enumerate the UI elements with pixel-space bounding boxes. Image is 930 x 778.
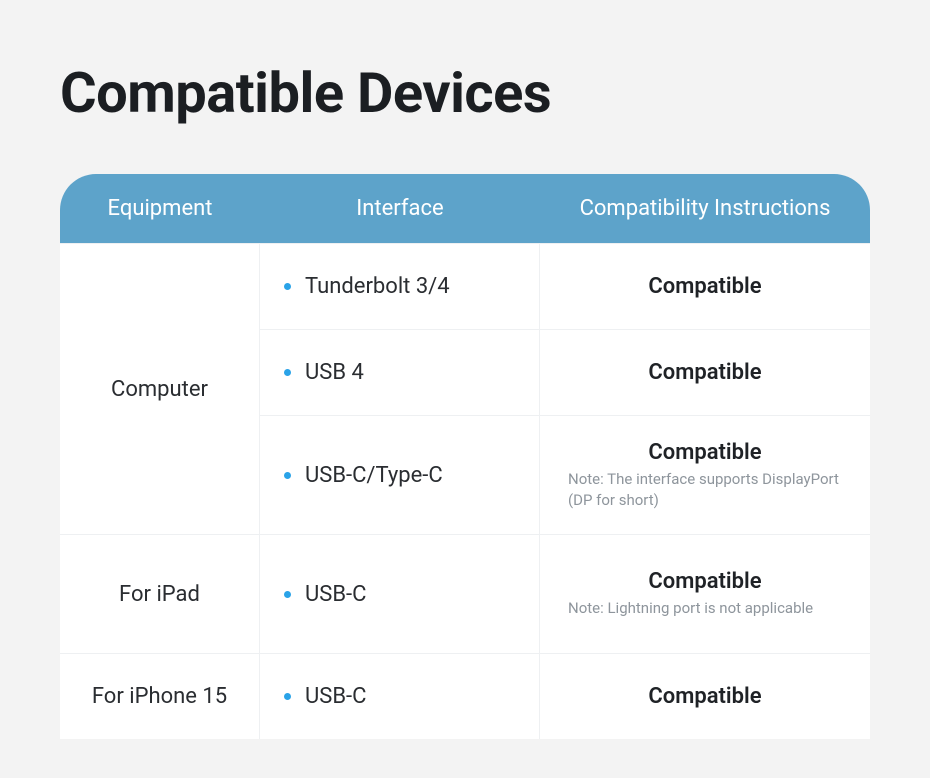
table-header-row: Equipment Interface Compatibility Instru… [60, 174, 870, 243]
interface-label: USB-C/Type-C [305, 463, 443, 488]
bullet-icon [284, 369, 291, 376]
bullet-icon [284, 591, 291, 598]
equipment-cell: For iPhone 15 [60, 653, 260, 739]
interface-label: Tunderbolt 3/4 [305, 274, 450, 299]
compat-status: Compatible [648, 274, 761, 299]
compat-status: Compatible [648, 684, 761, 709]
compat-cell: Compatible Note: The interface supports … [540, 416, 870, 534]
table-row: Tunderbolt 3/4 Compatible [260, 243, 870, 329]
compat-cell: Compatible [540, 244, 870, 329]
table-body: Computer Tunderbolt 3/4 Compatible [60, 243, 870, 739]
compat-note: Note: Lightning port is not applicable [562, 598, 848, 618]
compat-cell: Compatible [540, 654, 870, 739]
equipment-label: For iPhone 15 [92, 684, 227, 709]
table-row: USB-C Compatible Note: Lightning port is… [260, 534, 870, 653]
interface-label: USB-C [305, 582, 366, 607]
compat-table: Equipment Interface Compatibility Instru… [60, 174, 870, 739]
interface-cell: USB-C [260, 654, 540, 739]
bullet-icon [284, 472, 291, 479]
interface-cell: USB-C/Type-C [260, 416, 540, 534]
bullet-icon [284, 283, 291, 290]
compat-status: Compatible [648, 569, 761, 594]
table-group: Computer Tunderbolt 3/4 Compatible [60, 243, 870, 534]
table-header-compat: Compatibility Instructions [540, 196, 870, 221]
table-row: USB-C Compatible [260, 653, 870, 739]
table-group: For iPhone 15 USB-C Compatible [60, 653, 870, 739]
compat-status: Compatible [648, 440, 761, 465]
compat-status: Compatible [648, 360, 761, 385]
group-rows: USB-C Compatible Note: Lightning port is… [260, 534, 870, 653]
interface-cell: Tunderbolt 3/4 [260, 244, 540, 329]
page-title: Compatible Devices [60, 60, 870, 126]
table-header-equipment: Equipment [60, 196, 260, 221]
compat-note: Note: The interface supports DisplayPort… [562, 469, 848, 510]
table-row: USB-C/Type-C Compatible Note: The interf… [260, 415, 870, 534]
table-header-interface: Interface [260, 196, 540, 221]
table-row: USB 4 Compatible [260, 329, 870, 415]
interface-cell: USB-C [260, 535, 540, 653]
equipment-label: For iPad [119, 582, 200, 607]
compat-cell: Compatible [540, 330, 870, 415]
bullet-icon [284, 693, 291, 700]
interface-label: USB 4 [305, 360, 364, 385]
group-rows: Tunderbolt 3/4 Compatible USB 4 Compatib… [260, 243, 870, 534]
equipment-cell: For iPad [60, 534, 260, 653]
interface-cell: USB 4 [260, 330, 540, 415]
group-rows: USB-C Compatible [260, 653, 870, 739]
equipment-label: Computer [111, 377, 208, 402]
equipment-cell: Computer [60, 243, 260, 534]
interface-label: USB-C [305, 684, 366, 709]
page: Compatible Devices Equipment Interface C… [0, 0, 930, 739]
table-group: For iPad USB-C Compatible Note: Lightnin… [60, 534, 870, 653]
compat-cell: Compatible Note: Lightning port is not a… [540, 535, 870, 653]
